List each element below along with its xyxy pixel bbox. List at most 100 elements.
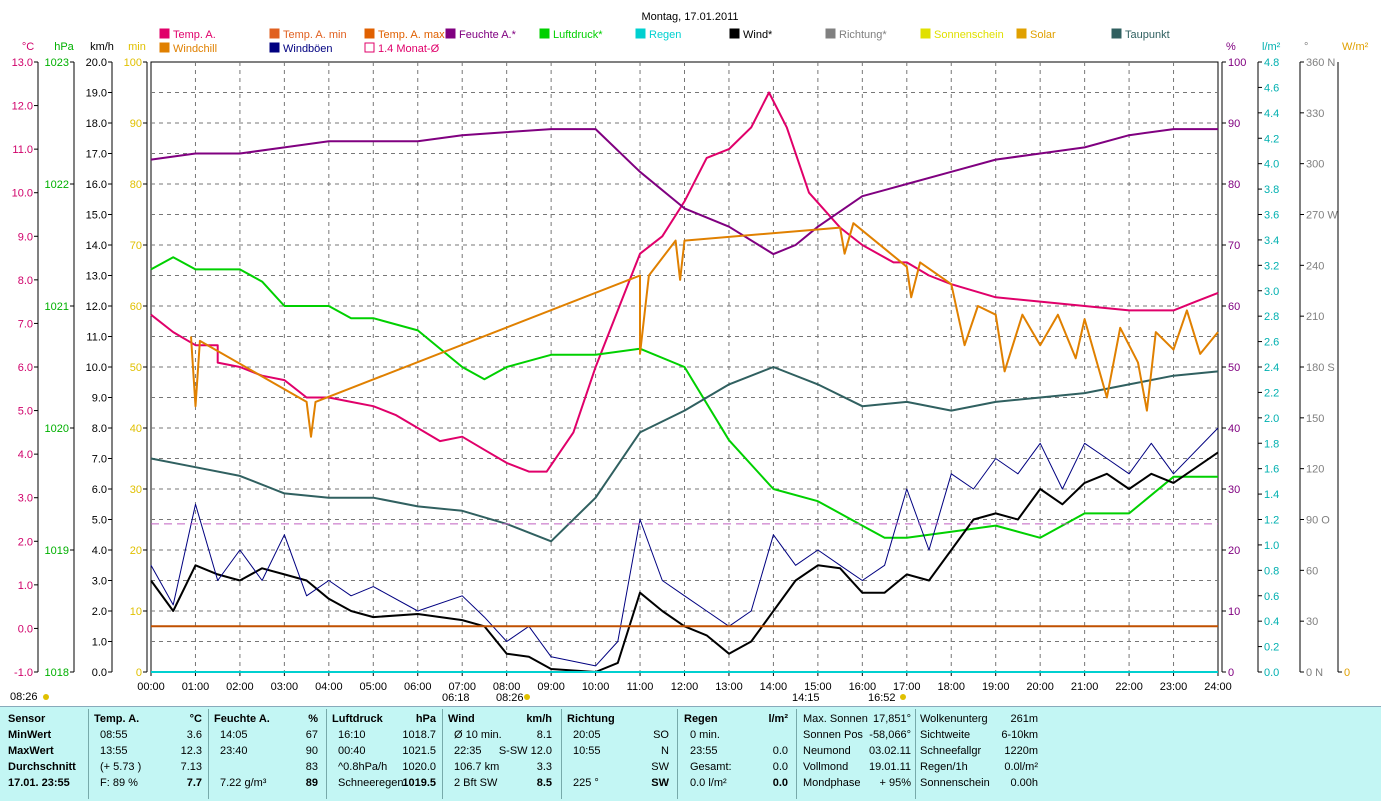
right-axis-tick-label: 3.4 [1264, 235, 1279, 247]
legend-swatch [364, 28, 375, 39]
legend-swatch [269, 42, 280, 53]
left-axis-unit: km/h [90, 41, 114, 53]
left-axis-tick-label: 1.0 [92, 637, 107, 649]
right-axis-tick-label: 20 [1228, 545, 1240, 557]
x-tick-label: 22:00 [1115, 681, 1143, 693]
right-axis-unit: ° [1304, 41, 1308, 53]
marker-label: 16:52 [868, 692, 896, 704]
left-axis-tick-label: 11.0 [12, 144, 33, 156]
luftdruck-row: ^0.8hPa/h 1020.0 [338, 761, 436, 773]
wind-row: 2 Bft SW 8.5 [454, 777, 552, 789]
right-axis-tick-label: 4.2 [1264, 133, 1279, 145]
legend-swatch [729, 28, 740, 39]
right-axis-unit: W/m² [1342, 41, 1369, 53]
legend-swatch [1016, 28, 1027, 39]
right-axis-tick-label: 4.6 [1264, 82, 1279, 94]
marker-label: 14:15 [792, 692, 820, 704]
left-axis-tick-label: 0 [136, 667, 142, 679]
right-axis-tick-label: 80 [1228, 179, 1240, 191]
x-tick-label: 06:00 [404, 681, 432, 693]
x-tick-label: 24:00 [1204, 681, 1232, 693]
right-axis-tick-label: 0 N [1306, 667, 1323, 679]
marker-label: 06:18 [442, 692, 470, 704]
legend-swatch [1111, 28, 1122, 39]
feuchte-header: Feuchte A.% [214, 713, 318, 725]
feuchte-row: 14:05 67 [220, 729, 318, 741]
legend-swatch [159, 28, 170, 39]
right-axis-tick-label: 360 N [1306, 57, 1335, 69]
right-axis-tick-label: 30 [1228, 484, 1240, 496]
right-axis-tick-label: 210 [1306, 311, 1324, 323]
legend-label: Richtung* [839, 29, 887, 41]
legend-swatch [539, 28, 550, 39]
astro-row: Max. Sonnen 17,851° [803, 713, 911, 725]
legend-label: Luftdruck* [553, 29, 603, 41]
x-tick-label: 10:00 [582, 681, 610, 693]
left-axis-tick-label: 17.0 [86, 149, 107, 161]
luftdruck-column: Luftdruck hPa 16:10 1018.7 00:40 1021.5 ^0.8hP… [332, 711, 438, 799]
misc-row: Sichtweite 6-10km [920, 729, 1038, 741]
right-axis-tick-label: 60 [1228, 301, 1240, 313]
x-tick-label: 17:00 [893, 681, 921, 693]
x-tick-label: 01:00 [182, 681, 210, 693]
left-axis-tick-label: 80 [130, 179, 142, 191]
series-line [150, 366, 1219, 543]
left-axis-tick-label: 13.0 [12, 57, 33, 69]
left-axis-tick-label: 20.0 [86, 57, 107, 69]
right-axis-tick-label: 180 S [1306, 362, 1335, 374]
legend-swatch [825, 28, 836, 39]
left-axis-tick-label: 3.0 [92, 576, 107, 588]
left-axis-tick-label: 5.0 [18, 406, 33, 418]
right-axis-tick-label: 1.2 [1264, 515, 1279, 527]
right-axis-tick-label: 3.8 [1264, 184, 1279, 196]
left-axis-tick-label: 50 [130, 362, 142, 374]
regen-row: 0.0 l/m² 0.0 [690, 777, 788, 789]
x-tick-label: 02:00 [226, 681, 254, 693]
series-line [150, 128, 1218, 256]
left-axis-tick-label: 3.0 [18, 493, 33, 505]
misc-row: Schneefallgr 1220m [920, 745, 1038, 757]
right-axis-tick-label: 0.8 [1264, 565, 1279, 577]
feuchte-row: 83 [305, 761, 318, 773]
series-line [150, 91, 1219, 473]
richtung-row: 10:55 N [573, 745, 669, 757]
legend-swatch [920, 28, 931, 39]
left-axis-tick-label: 1020 [45, 423, 69, 435]
left-axis-tick-label: 20 [130, 545, 142, 557]
feuchte-row: 7.22 g/m³ 89 [220, 777, 318, 789]
right-axis-tick-label: 2.0 [1264, 413, 1279, 425]
right-axis-tick-label: 90 O [1306, 515, 1330, 527]
left-axis-unit: hPa [54, 41, 74, 53]
left-axis-tick-label: 2.0 [18, 536, 33, 548]
left-axis-tick-label: 10.0 [86, 362, 107, 374]
astro-row: Mondphase + 95% [803, 777, 911, 789]
x-tick-label: 23:00 [1160, 681, 1188, 693]
x-tick-label: 09:00 [537, 681, 565, 693]
right-axis-tick-label: 40 [1228, 423, 1240, 435]
right-axis-tick-label: 3.2 [1264, 260, 1279, 272]
richtung-row: SW [651, 761, 669, 773]
legend-swatch [445, 28, 456, 39]
right-axis-tick-label: 30 [1306, 616, 1318, 628]
left-axis-tick-label: 1.0 [18, 580, 33, 592]
legend-swatch [364, 42, 375, 53]
right-axis-tick-label: 2.4 [1264, 362, 1279, 374]
chart-title: Montag, 17.01.2011 [641, 11, 738, 23]
left-axis-tick-label: 0.0 [92, 667, 107, 679]
left-axis-tick-label: 1022 [45, 179, 69, 191]
right-axis-tick-label: 2.2 [1264, 387, 1279, 399]
x-tick-label: 16:00 [849, 681, 877, 693]
left-axis-tick-label: 13.0 [86, 271, 107, 283]
legend-swatch [635, 28, 646, 39]
x-tick-label: 20:00 [1026, 681, 1054, 693]
right-axis-unit: l/m² [1262, 41, 1281, 53]
left-axis-tick-label: 4.0 [92, 545, 107, 557]
legend-label: Solar [1030, 29, 1056, 41]
legend-label: Wind* [743, 29, 773, 41]
astro-column: Max. Sonnen 17,851° Sonnen Pos -58,066° Neum… [803, 711, 913, 799]
left-axis-tick-label: 15.0 [86, 210, 107, 222]
left-axis-tick-label: 60 [130, 301, 142, 313]
sun-marker-icon [900, 694, 906, 700]
right-axis-tick-label: 1.6 [1264, 464, 1279, 476]
